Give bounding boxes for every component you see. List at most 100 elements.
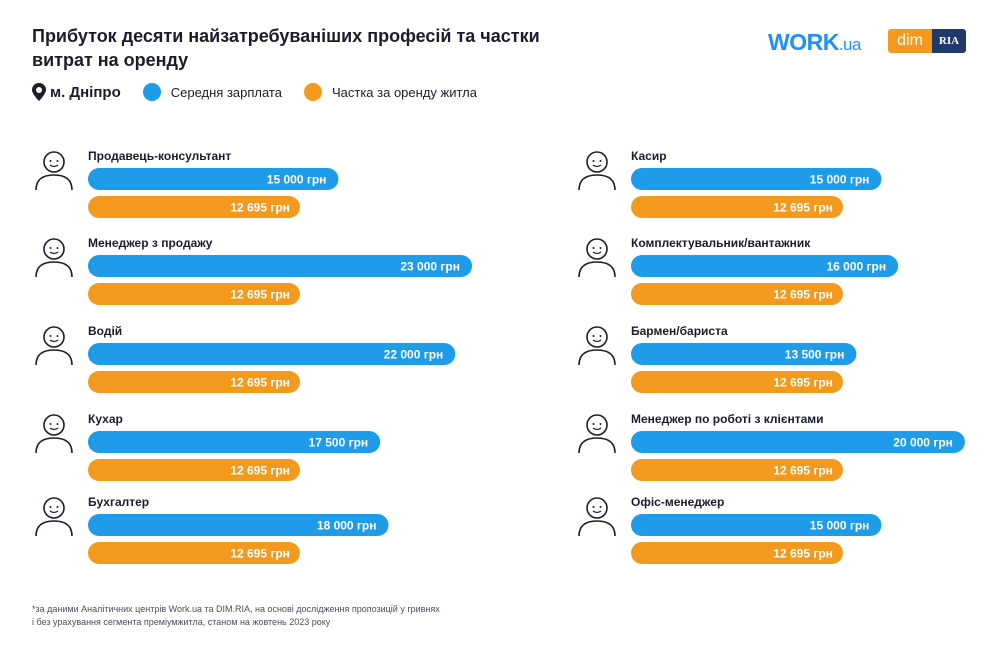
salary-value-label: 15 000 грн xyxy=(810,173,870,187)
rent-bar xyxy=(88,459,300,481)
barista-cup-icon xyxy=(578,326,616,366)
footnote-line-1: *за даними Аналітичних центрів Work.ua т… xyxy=(32,604,440,614)
salary-bar xyxy=(88,431,381,453)
cashier-icon-smile xyxy=(592,164,602,168)
loader-cap-icon xyxy=(578,238,616,278)
profession-label: Офіс-менеджер xyxy=(631,495,724,509)
cashier-icon xyxy=(578,151,616,191)
salary-value-label: 16 000 грн xyxy=(827,260,887,274)
rent-value-label: 12 695 грн xyxy=(230,547,290,561)
office-manager-icon-shoulders xyxy=(578,520,616,537)
office-manager-icon xyxy=(578,497,616,537)
rent-bar xyxy=(88,283,300,305)
rent-value-label: 12 695 грн xyxy=(230,376,290,390)
office-manager-icon-smile xyxy=(592,510,602,514)
salesperson-icon-smile xyxy=(49,164,59,168)
rent-value-label: 12 695 грн xyxy=(230,201,290,215)
profession-label: Продавець-консультант xyxy=(88,149,231,163)
rent-value-label: 12 695 грн xyxy=(773,288,833,302)
office-manager-icon-eye xyxy=(592,506,595,508)
barista-cup-icon-head xyxy=(586,326,608,348)
profession-label: Бухгалтер xyxy=(88,495,149,509)
rent-bar xyxy=(631,542,843,564)
sales-manager-headset-icon-eye xyxy=(56,247,59,249)
logo-work-ua-text: .ua xyxy=(838,35,862,54)
footnote: *за даними Аналітичних центрів Work.ua т… xyxy=(32,603,592,629)
logo-ria-text: RIA xyxy=(932,29,966,53)
salary-bar xyxy=(631,255,899,277)
cook-hat-icon-eye xyxy=(56,423,59,425)
accountant-glasses-icon-eye xyxy=(49,506,52,508)
rent-value-label: 12 695 грн xyxy=(230,464,290,478)
profession-label: Водій xyxy=(88,324,122,338)
rent-bar xyxy=(631,459,843,481)
client-manager-laptop-icon-eye xyxy=(592,423,595,425)
rent-value-label: 12 695 грн xyxy=(773,547,833,561)
city-label: м. Дніпро xyxy=(50,83,121,101)
rent-value-label: 12 695 грн xyxy=(773,376,833,390)
profession-label: Бармен/бариста xyxy=(631,324,728,338)
accountant-glasses-icon xyxy=(35,497,73,537)
salary-value-label: 20 000 грн xyxy=(893,436,953,450)
legend-rent-label: Частка за оренду житла xyxy=(331,84,477,100)
sales-manager-headset-icon-head xyxy=(43,238,65,260)
driver-steering-wheel-icon xyxy=(35,326,73,366)
driver-steering-wheel-icon-eye xyxy=(56,335,59,337)
cook-hat-icon-head xyxy=(43,414,65,436)
cook-hat-icon-shoulders xyxy=(35,437,73,454)
legend-salary-swatch xyxy=(142,83,161,101)
rent-value-label: 12 695 грн xyxy=(773,464,833,478)
location-pin-icon xyxy=(32,83,46,101)
salesperson-icon xyxy=(35,151,73,191)
loader-cap-icon-smile xyxy=(592,251,602,255)
cashier-icon-shoulders xyxy=(578,174,616,191)
profession-label: Менеджер по роботі з клієнтами xyxy=(631,412,824,426)
loader-cap-icon-eye xyxy=(599,247,602,249)
profession-label: Кухар xyxy=(88,412,123,426)
footnote-line-2: і без урахування сегмента преміумжитла, … xyxy=(32,617,331,627)
barista-cup-icon-shoulders xyxy=(578,349,616,366)
sales-manager-headset-icon-shoulders xyxy=(35,261,73,278)
salary-rent-chart: Продавець-консультант 15 000 грн 12 695 гр… xyxy=(35,149,965,564)
legend-salary-label: Середня зарплата xyxy=(170,84,282,100)
driver-steering-wheel-icon-eye xyxy=(49,335,52,337)
loader-cap-icon-shoulders xyxy=(578,261,616,278)
salary-bar xyxy=(631,168,882,190)
salary-bar xyxy=(631,431,965,453)
salary-value-label: 15 000 грн xyxy=(267,173,327,187)
logo-dim-text: dim xyxy=(888,29,932,53)
client-manager-laptop-icon-head xyxy=(586,414,608,436)
rent-bar xyxy=(631,196,843,218)
driver-steering-wheel-icon-head xyxy=(43,326,65,348)
rent-bar xyxy=(631,371,843,393)
salary-value-label: 13 500 грн xyxy=(785,348,845,362)
cashier-icon-eye xyxy=(592,160,595,162)
cook-hat-icon xyxy=(35,414,73,454)
cook-hat-icon-eye xyxy=(49,423,52,425)
legend-rent-swatch xyxy=(303,83,322,101)
barista-cup-icon-eye xyxy=(592,335,595,337)
salary-bar xyxy=(631,514,882,536)
profession-label: Менеджер з продажу xyxy=(88,236,213,250)
sales-manager-headset-icon-eye xyxy=(49,247,52,249)
salary-bar xyxy=(631,343,857,365)
salary-bar xyxy=(88,514,389,536)
salesperson-icon-eye xyxy=(49,160,52,162)
driver-steering-wheel-icon-shoulders xyxy=(35,349,73,366)
salary-value-label: 15 000 грн xyxy=(810,519,870,533)
office-manager-icon-eye xyxy=(599,506,602,508)
barista-cup-icon-eye xyxy=(599,335,602,337)
accountant-glasses-icon-eye xyxy=(56,506,59,508)
rent-bar xyxy=(631,283,843,305)
rent-bar xyxy=(88,542,300,564)
rent-value-label: 12 695 грн xyxy=(773,201,833,215)
client-manager-laptop-icon-eye xyxy=(599,423,602,425)
chart-legend: м. Дніпро Середня зарплата Частка за оре… xyxy=(32,82,499,102)
rent-bar xyxy=(88,371,300,393)
logo-work-text: WORK xyxy=(768,29,839,55)
sales-manager-headset-icon xyxy=(35,238,73,278)
profession-label: Касир xyxy=(631,149,667,163)
salesperson-icon-eye xyxy=(56,160,59,162)
accountant-glasses-icon-head xyxy=(43,497,65,519)
office-manager-icon-head xyxy=(586,497,608,519)
